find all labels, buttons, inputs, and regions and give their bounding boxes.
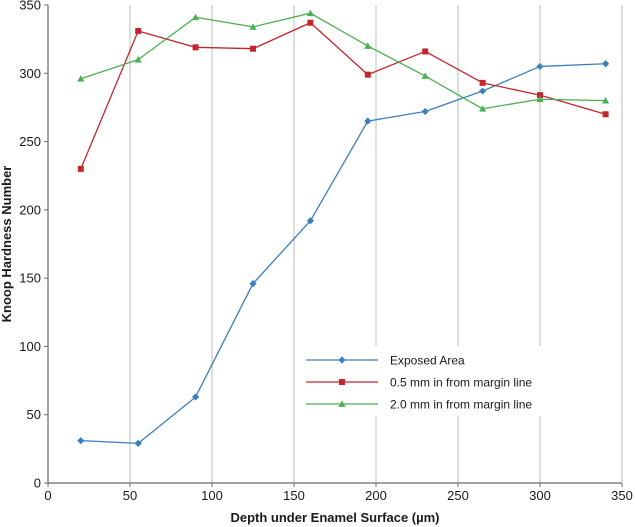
tick-labels: 0 50 100 150 200 250 300 350 0 50 100 150 200 250 300 3… — [19, 0, 633, 503]
data-point — [192, 393, 200, 401]
data-point — [421, 107, 429, 116]
x-tick-label: 0 — [44, 488, 51, 503]
legend-marker — [339, 379, 345, 385]
data-point — [537, 92, 543, 99]
data-point — [250, 45, 256, 52]
y-tick-label: 100 — [19, 339, 41, 354]
x-tick-label: 50 — [123, 488, 137, 503]
x-tick-label: 200 — [365, 488, 387, 503]
legend: Exposed Area 0.5 mm in from margin line 2.… — [300, 346, 550, 416]
x-tick-label: 250 — [447, 488, 469, 503]
data-point — [479, 105, 487, 112]
data-point — [479, 87, 487, 95]
data-point — [306, 217, 314, 225]
axes — [44, 4, 623, 487]
data-point — [134, 56, 142, 63]
y-tick-label: 250 — [19, 134, 41, 149]
series-line — [80, 12, 606, 110]
series-group — [77, 60, 610, 447]
data-point — [307, 19, 314, 26]
series-line — [80, 63, 606, 445]
series-group — [77, 19, 609, 172]
x-tick-label: 350 — [611, 488, 633, 503]
data-point — [602, 97, 610, 104]
data-point — [536, 62, 544, 71]
data-point — [479, 79, 486, 86]
x-tick-label: 300 — [529, 488, 551, 503]
data-point — [77, 437, 85, 445]
y-tick-label: 50 — [27, 407, 41, 422]
data-point — [192, 44, 199, 51]
data-point — [135, 27, 142, 34]
y-tick-label: 350 — [19, 0, 41, 13]
data-point — [134, 439, 142, 447]
data-point — [249, 23, 257, 30]
y-tick-label: 300 — [19, 66, 41, 81]
data-point — [306, 9, 314, 17]
y-tick-label: 200 — [19, 202, 41, 217]
y-tick-label: 150 — [19, 271, 41, 286]
data-point — [536, 95, 544, 103]
data-point — [192, 13, 200, 21]
data-point — [364, 117, 372, 125]
data-point — [249, 280, 257, 288]
legend-label: 0.5 mm in from margin line — [390, 376, 532, 390]
data-point — [364, 42, 372, 49]
x-tick-label: 150 — [283, 488, 305, 503]
series-group — [77, 9, 610, 112]
data-point — [364, 71, 371, 78]
legend-marker — [338, 356, 346, 364]
data-point — [602, 111, 609, 118]
data-point — [421, 72, 429, 79]
data-point — [77, 75, 85, 82]
y-axis-title: Knoop Hardness Number — [0, 166, 14, 323]
data-point — [422, 48, 429, 55]
data-point — [77, 165, 84, 172]
x-axis-title: Depth under Enamel Surface (µm) — [230, 510, 439, 525]
legend-marker — [338, 400, 346, 407]
y-tick-label: 0 — [34, 476, 41, 491]
data-series — [77, 9, 610, 447]
legend-label: Exposed Area — [390, 354, 465, 368]
data-point — [602, 60, 610, 68]
grid-lines — [129, 5, 541, 483]
x-tick-label: 100 — [201, 488, 223, 503]
legend-label: 2.0 mm in from margin line — [390, 398, 532, 412]
